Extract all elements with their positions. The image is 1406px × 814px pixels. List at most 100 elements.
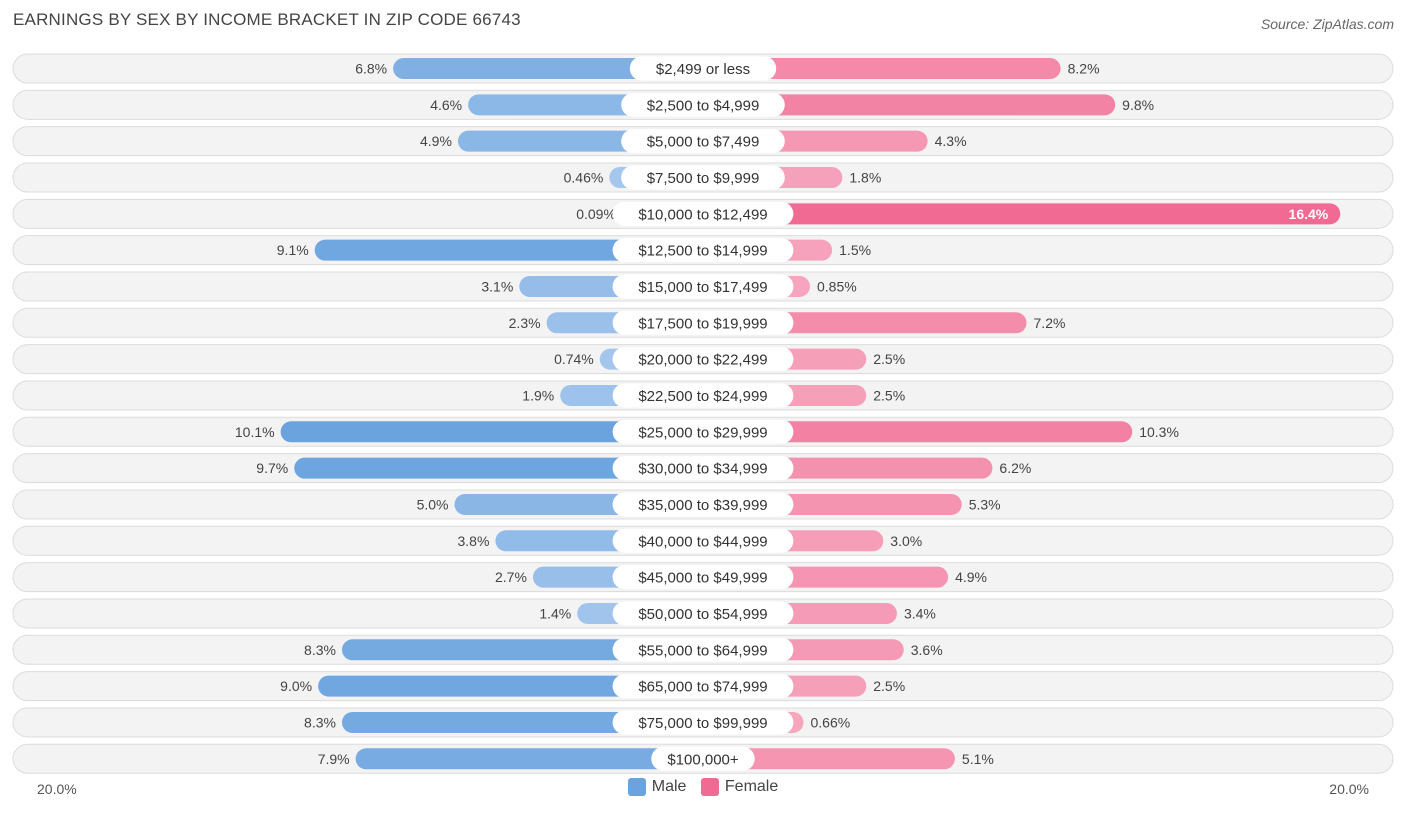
axis-left-label: 20.0% (37, 781, 77, 797)
male-bar (318, 675, 703, 697)
source-label: Source: ZipAtlas.com (1260, 16, 1394, 32)
male-bar (393, 58, 703, 79)
female-value-label: 1.8% (849, 169, 881, 185)
category-pill (612, 347, 794, 372)
category-pill (612, 492, 794, 517)
female-value-label: 1.5% (839, 242, 871, 258)
male-value-label: 0.09% (576, 206, 616, 222)
category-pill (612, 710, 794, 735)
male-value-label: 2.3% (509, 315, 541, 331)
category-pill (612, 674, 794, 699)
category-label: $45,000 to $49,999 (638, 570, 767, 587)
male-value-label: 1.4% (539, 605, 571, 621)
female-value-label: 3.0% (890, 533, 922, 549)
female-value-label: 0.66% (811, 714, 851, 730)
male-value-label: 9.7% (256, 460, 288, 476)
male-value-label: 6.8% (355, 61, 387, 77)
category-pill (612, 419, 794, 444)
male-bar (341, 639, 703, 661)
male-value-label: 3.8% (457, 533, 489, 549)
female-value-label: 5.3% (969, 496, 1001, 512)
female-value-label: 7.2% (1034, 315, 1066, 331)
male-bar (294, 457, 703, 479)
female-value-label: 16.4% (1289, 206, 1329, 222)
female-bar (703, 748, 955, 770)
category-pill (651, 746, 755, 771)
category-pill (621, 165, 785, 190)
legend: Male Female (0, 778, 1406, 801)
legend-item-female[interactable]: Female (700, 778, 779, 796)
male-value-label: 4.6% (430, 97, 462, 113)
male-value-label: 0.46% (564, 169, 604, 185)
male-value-label: 0.74% (554, 351, 594, 367)
male-value-label: 1.9% (522, 387, 554, 403)
legend-swatch-female (700, 778, 719, 796)
category-pill (612, 383, 794, 408)
category-pill (621, 92, 785, 117)
male-value-label: 8.3% (304, 714, 336, 730)
male-bar (280, 421, 703, 443)
category-pill (612, 565, 794, 590)
male-value-label: 10.1% (235, 424, 275, 440)
category-label: $22,500 to $24,999 (638, 388, 767, 405)
female-value-label: 2.5% (873, 351, 905, 367)
male-value-label: 4.9% (420, 133, 452, 149)
female-bar (703, 94, 1116, 116)
category-pill (629, 56, 777, 81)
category-pill (612, 274, 794, 299)
female-bar (703, 421, 1133, 443)
category-label: $50,000 to $54,999 (638, 606, 767, 623)
category-label: $65,000 to $74,999 (638, 679, 767, 696)
category-label: $7,500 to $9,999 (647, 170, 760, 187)
legend-label-male: Male (651, 778, 687, 795)
legend-swatch-male (627, 778, 646, 796)
female-value-label: 6.2% (999, 460, 1031, 476)
category-label: $20,000 to $22,499 (638, 352, 767, 369)
female-bar (703, 203, 1341, 225)
male-bar (314, 239, 703, 261)
category-label: $30,000 to $34,999 (638, 461, 767, 478)
category-pill (612, 601, 794, 626)
female-value-label: 2.5% (873, 678, 905, 694)
category-pill (612, 238, 794, 263)
category-label: $75,000 to $99,999 (638, 715, 767, 732)
category-label: $15,000 to $17,499 (638, 279, 767, 296)
category-label: $55,000 to $64,999 (638, 642, 767, 659)
male-value-label: 3.1% (481, 278, 513, 294)
category-label: $100,000+ (667, 751, 739, 768)
category-pill (621, 129, 785, 154)
category-label: $40,000 to $44,999 (638, 533, 767, 550)
male-bar (341, 711, 703, 733)
female-value-label: 10.3% (1139, 424, 1179, 440)
female-value-label: 4.3% (935, 133, 967, 149)
male-value-label: 7.9% (318, 751, 350, 767)
category-label: $2,499 or less (656, 61, 750, 78)
legend-item-male[interactable]: Male (627, 778, 687, 796)
female-value-label: 4.9% (955, 569, 987, 585)
female-value-label: 3.4% (904, 605, 936, 621)
category-label: $2,500 to $4,999 (647, 97, 760, 114)
male-bar (355, 748, 703, 770)
category-label: $5,000 to $7,499 (647, 134, 760, 151)
category-pill (612, 637, 794, 662)
female-bar (703, 58, 1061, 79)
legend-label-female: Female (724, 778, 779, 795)
category-label: $12,500 to $14,999 (638, 243, 767, 260)
female-value-label: 2.5% (873, 387, 905, 403)
female-value-label: 9.8% (1122, 97, 1154, 113)
female-value-label: 3.6% (911, 642, 943, 658)
axis-right-label: 20.0% (1329, 781, 1369, 797)
category-label: $10,000 to $12,499 (638, 206, 767, 223)
category-pill (612, 456, 794, 481)
female-value-label: 0.85% (817, 278, 857, 294)
category-label: $35,000 to $39,999 (638, 497, 767, 514)
male-value-label: 5.0% (417, 496, 449, 512)
category-label: $25,000 to $29,999 (638, 424, 767, 441)
category-pill (612, 528, 794, 553)
male-value-label: 9.0% (280, 678, 312, 694)
male-value-label: 2.7% (495, 569, 527, 585)
category-pill (612, 201, 794, 226)
category-pill (612, 310, 794, 335)
chart-title: EARNINGS BY SEX BY INCOME BRACKET IN ZIP… (13, 10, 521, 29)
